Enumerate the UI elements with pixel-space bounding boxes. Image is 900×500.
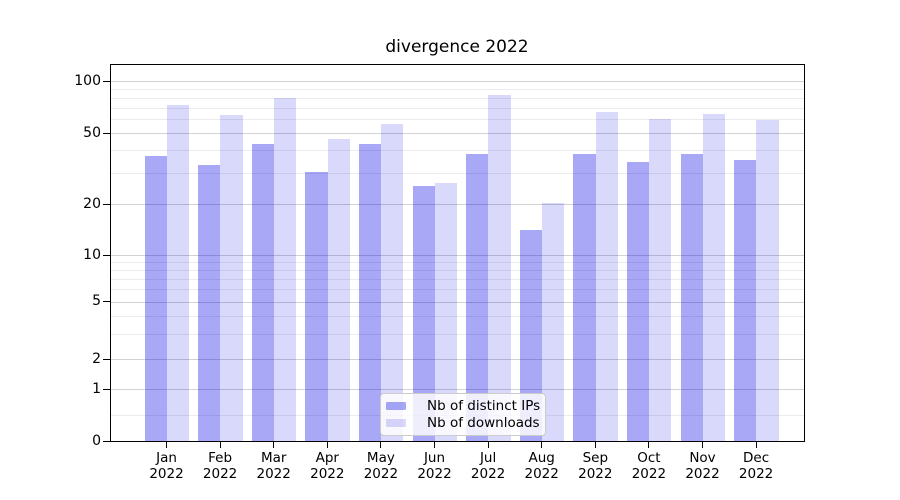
bar-jul-downloads	[488, 95, 511, 441]
bar-oct-downloads	[649, 118, 672, 441]
bar-apr-distinct-ips	[305, 171, 328, 441]
gridline-minor	[111, 88, 804, 90]
bar-jun-distinct-ips	[412, 186, 435, 441]
bar-aug-downloads	[542, 203, 565, 441]
x-tick-mark	[541, 442, 543, 448]
x-tick-label: Mar 2022	[256, 450, 291, 482]
bar-jan-downloads	[166, 104, 190, 441]
legend-item: Nb of downloads	[381, 415, 545, 431]
x-tick-mark	[755, 442, 757, 448]
y-tick-label: 2	[92, 350, 101, 367]
y-tick-label: 100	[74, 72, 101, 89]
y-tick-mark	[103, 203, 110, 205]
x-tick-label: Jul 2022	[470, 450, 506, 482]
gridline-minor	[111, 270, 804, 271]
bar-sep-downloads	[595, 111, 618, 441]
bar-may-downloads	[381, 123, 404, 441]
x-tick-mark	[166, 442, 167, 448]
y-tick-mark	[103, 441, 110, 443]
x-tick-label: Sep 2022	[578, 450, 613, 482]
bar-aug-distinct-ips	[519, 229, 542, 441]
x-tick-mark	[487, 442, 489, 448]
x-tick-label: Feb 2022	[202, 450, 238, 482]
y-tick-label: 20	[83, 195, 101, 212]
gridline-minor	[111, 289, 804, 291]
x-tick-mark	[434, 442, 435, 448]
gridline-minor	[111, 172, 804, 174]
gridline-minor	[111, 150, 804, 152]
legend-swatch-distinct-ips	[386, 401, 406, 410]
y-tick-mark	[103, 80, 110, 82]
gridline-major	[111, 204, 804, 205]
y-tick-label: 5	[92, 293, 101, 310]
y-tick-mark	[103, 388, 110, 390]
chart-title: divergence 2022	[385, 37, 529, 57]
bar-apr-downloads	[327, 138, 350, 441]
bar-oct-distinct-ips	[626, 162, 650, 441]
bar-nov-downloads	[702, 113, 726, 441]
bar-jun-downloads	[434, 183, 458, 441]
bar-sep-distinct-ips	[573, 153, 596, 441]
bar-mar-downloads	[274, 98, 297, 441]
y-tick-label: 10	[83, 246, 101, 263]
plot-area: Nb of distinct IPs Nb of downloads	[110, 64, 805, 442]
x-tick-label: Aug 2022	[524, 450, 559, 482]
x-tick-mark	[648, 442, 650, 448]
y-tick-mark	[103, 301, 110, 303]
x-tick-label: Apr 2022	[310, 450, 345, 482]
gridline-major	[111, 359, 804, 361]
bar-dec-distinct-ips	[734, 159, 757, 441]
gridline-major	[111, 255, 804, 256]
gridline-minor	[111, 262, 804, 264]
x-tick-mark	[219, 442, 221, 448]
x-tick-label: Jan 2022	[149, 450, 184, 482]
y-tick-mark	[103, 358, 110, 360]
x-tick-mark	[273, 442, 275, 448]
legend-swatch-downloads	[386, 419, 406, 428]
x-tick-mark	[594, 442, 596, 448]
x-tick-label: Nov 2022	[685, 450, 720, 482]
gridline-major	[111, 133, 804, 134]
gridline-minor	[111, 333, 804, 335]
y-tick-label: 1	[92, 380, 101, 397]
legend-label: Nb of downloads	[427, 415, 540, 432]
gridline-major	[111, 81, 804, 82]
y-tick-mark	[103, 132, 110, 134]
x-tick-mark	[702, 442, 703, 448]
bar-nov-distinct-ips	[680, 153, 703, 441]
bar-may-distinct-ips	[358, 144, 382, 441]
x-tick-label: Jun 2022	[417, 450, 452, 482]
legend: Nb of distinct IPs Nb of downloads	[380, 393, 546, 436]
gridline-major	[111, 389, 804, 390]
gridline-minor	[111, 97, 804, 99]
gridline-major	[111, 301, 804, 303]
x-tick-label: May 2022	[363, 450, 399, 482]
gridline-minor	[111, 107, 804, 109]
bar-jan-distinct-ips	[144, 155, 167, 441]
y-tick-label: 50	[83, 124, 101, 141]
y-tick-label: 0	[92, 433, 101, 450]
bar-mar-distinct-ips	[251, 144, 274, 441]
y-tick-mark	[103, 254, 110, 256]
x-tick-mark	[380, 442, 382, 448]
gridline-minor	[111, 279, 804, 280]
gridline-minor	[111, 119, 804, 121]
x-tick-label: Oct 2022	[631, 450, 667, 482]
bar-feb-distinct-ips	[198, 164, 221, 441]
legend-label: Nb of distinct IPs	[427, 397, 541, 414]
legend-item: Nb of distinct IPs	[381, 398, 545, 414]
bar-feb-downloads	[220, 115, 243, 441]
bar-dec-downloads	[756, 119, 779, 441]
x-tick-mark	[326, 442, 328, 448]
bar-jul-distinct-ips	[466, 153, 489, 441]
gridline-minor	[111, 315, 804, 317]
x-tick-label: Dec 2022	[738, 450, 774, 482]
